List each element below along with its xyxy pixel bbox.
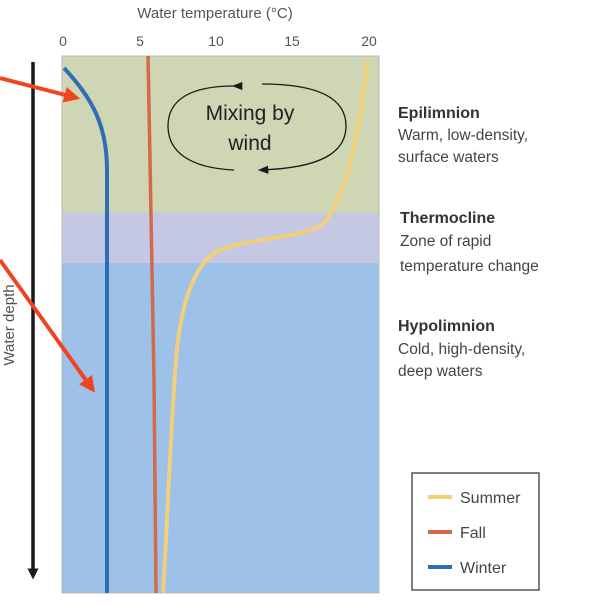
mixing-label: Mixing by xyxy=(206,102,295,125)
epilimnion-band xyxy=(62,56,379,213)
thermocline-desc: Zone of rapid xyxy=(400,233,491,250)
legend-label-summer: Summer xyxy=(460,490,521,507)
x-tick-label: 10 xyxy=(208,33,224,49)
hypolimnion-desc: Cold, high-density, xyxy=(398,341,525,358)
hypolimnion-title: Hypolimnion xyxy=(398,318,495,335)
legend-label-winter: Winter xyxy=(460,560,507,577)
fall-curve xyxy=(146,55,158,594)
legend-label-fall: Fall xyxy=(460,525,486,542)
winter-curve xyxy=(62,66,109,593)
x-tick-label: 15 xyxy=(284,33,300,49)
x-tick-label: 0 xyxy=(59,33,67,49)
y-axis-title: Water depth xyxy=(1,284,18,365)
plot-frame xyxy=(61,55,380,594)
red-arrow-top xyxy=(0,76,81,103)
x-tick-label: 5 xyxy=(136,33,144,49)
x-axis-title: Water temperature (°C) xyxy=(137,5,292,22)
thermocline-band xyxy=(62,213,379,263)
mixing-circulation-arrow xyxy=(167,81,243,171)
epilimnion-title: Epilimnion xyxy=(398,105,480,122)
thermocline-desc: temperature change xyxy=(400,258,539,275)
mixing-label: wind xyxy=(227,132,271,155)
red-arrow-bottom xyxy=(0,258,95,393)
thermocline-title: Thermocline xyxy=(400,210,495,227)
hypolimnion-desc: deep waters xyxy=(398,363,483,380)
summer-curve xyxy=(161,59,370,594)
epilimnion-desc: surface waters xyxy=(398,149,499,166)
x-tick-label: 20 xyxy=(361,33,377,49)
hypolimnion-band xyxy=(62,263,379,593)
epilimnion-desc: Warm, low-density, xyxy=(398,127,528,144)
mixing-circulation-arrow xyxy=(257,83,347,174)
